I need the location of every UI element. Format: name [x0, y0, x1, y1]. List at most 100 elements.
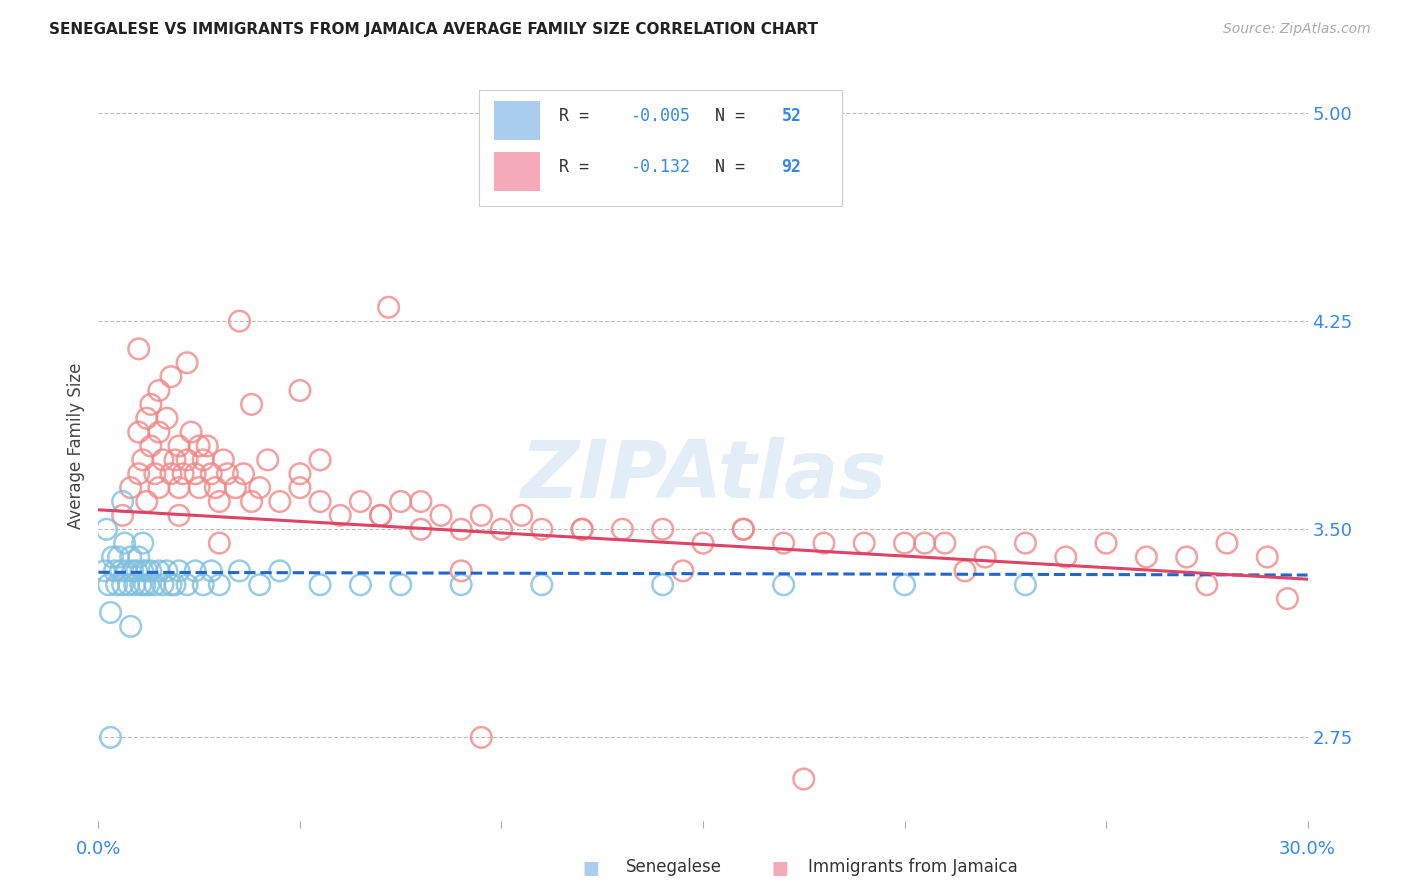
Point [124, 578, 146, 592]
Point [143, 467, 166, 481]
Point [121, 564, 143, 578]
Point [813, 536, 835, 550]
Point [772, 578, 794, 592]
Point [612, 522, 634, 536]
Text: SENEGALESE VS IMMIGRANTS FROM JAMAICA AVERAGE FAMILY SIZE CORRELATION CHART: SENEGALESE VS IMMIGRANTS FROM JAMAICA AV… [49, 22, 818, 37]
Point [184, 564, 207, 578]
Text: N =: N = [716, 106, 755, 125]
Point [103, 564, 125, 578]
Point [370, 508, 392, 523]
Point [232, 467, 254, 481]
Point [309, 494, 332, 508]
Point [204, 481, 226, 495]
Point [530, 578, 553, 592]
Point [200, 564, 222, 578]
Point [135, 564, 157, 578]
Point [110, 564, 132, 578]
Text: R =: R = [560, 106, 599, 125]
Point [156, 411, 179, 425]
Point [160, 578, 183, 592]
Point [217, 467, 239, 481]
Point [389, 494, 412, 508]
Point [249, 578, 271, 592]
Point [491, 522, 513, 536]
Point [208, 494, 231, 508]
Point [128, 342, 150, 356]
Point [256, 453, 278, 467]
Point [148, 481, 170, 495]
Point [1216, 536, 1239, 550]
Bar [494, 153, 540, 191]
Point [893, 578, 915, 592]
Point [249, 481, 271, 495]
Point [288, 481, 311, 495]
Point [184, 467, 207, 481]
Point [208, 536, 231, 550]
Point [180, 425, 202, 439]
Point [510, 508, 533, 523]
Bar [494, 102, 540, 140]
Point [893, 536, 915, 550]
Point [470, 508, 492, 523]
Point [163, 578, 186, 592]
Point [288, 467, 311, 481]
Point [107, 549, 129, 564]
Point [571, 522, 593, 536]
Point [1256, 549, 1278, 564]
Point [430, 508, 453, 523]
Point [450, 564, 472, 578]
Point [1277, 591, 1299, 606]
Point [193, 578, 215, 592]
Point [132, 453, 155, 467]
Text: -0.005: -0.005 [630, 106, 690, 125]
Point [156, 564, 179, 578]
Point [1054, 549, 1077, 564]
Point [135, 411, 157, 425]
Point [349, 494, 371, 508]
FancyBboxPatch shape [479, 90, 842, 206]
Point [176, 356, 198, 370]
Point [148, 384, 170, 398]
Point [212, 453, 235, 467]
Point [288, 384, 311, 398]
Point [148, 425, 170, 439]
Point [132, 564, 155, 578]
Point [128, 549, 150, 564]
Point [138, 578, 160, 592]
Point [772, 536, 794, 550]
Point [793, 772, 815, 786]
Point [134, 578, 156, 592]
Point [409, 522, 432, 536]
Point [571, 522, 593, 536]
Point [470, 731, 492, 745]
Point [208, 578, 231, 592]
Point [100, 731, 122, 745]
Point [188, 481, 211, 495]
Point [953, 564, 976, 578]
Point [132, 536, 155, 550]
Point [733, 522, 755, 536]
Point [111, 578, 134, 592]
Text: 0.0%: 0.0% [76, 840, 121, 858]
Point [329, 508, 352, 523]
Point [139, 397, 162, 411]
Point [160, 369, 183, 384]
Point [377, 300, 399, 314]
Point [163, 453, 186, 467]
Point [240, 494, 263, 508]
Text: R =: R = [560, 158, 599, 176]
Point [167, 481, 190, 495]
Point [195, 439, 218, 453]
Point [129, 578, 152, 592]
Text: N =: N = [716, 158, 755, 176]
Point [167, 508, 190, 523]
Text: 52: 52 [782, 106, 801, 125]
Point [1095, 536, 1118, 550]
Point [172, 467, 194, 481]
Point [176, 453, 198, 467]
Point [100, 606, 122, 620]
Point [160, 467, 183, 481]
Point [309, 453, 332, 467]
Point [120, 549, 142, 564]
Point [349, 578, 371, 592]
